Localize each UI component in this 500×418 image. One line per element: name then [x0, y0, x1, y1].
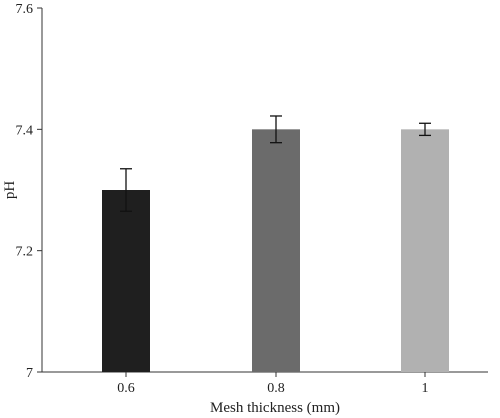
y-ticks: 7 7.2 7.4 7.6 [16, 2, 42, 381]
error-bar-0.6 [120, 168, 132, 212]
error-bar-1 [419, 122, 431, 137]
bar-0.6 [102, 190, 150, 372]
x-tick-label: 0.8 [267, 381, 285, 396]
x-axis-label: Mesh thickness (mm) [210, 400, 340, 416]
y-tick-label: 7.2 [16, 245, 34, 260]
bar-0.8 [252, 129, 300, 372]
error-bar-0.8 [270, 115, 282, 144]
x-ticks: 0.6 0.8 1 [117, 372, 429, 396]
y-tick-label: 7.6 [16, 2, 34, 17]
plot-area: 7 7.2 7.4 7.6 0.6 0.8 1 [16, 2, 488, 396]
y-tick-label: 7.4 [16, 123, 34, 138]
y-tick-label: 7 [26, 366, 33, 381]
bars [102, 129, 449, 372]
x-tick-label: 0.6 [117, 381, 135, 396]
error-bars [120, 115, 431, 212]
y-axis-label: pH [2, 181, 18, 200]
x-tick-label: 1 [422, 381, 429, 396]
bar-1 [401, 129, 449, 372]
